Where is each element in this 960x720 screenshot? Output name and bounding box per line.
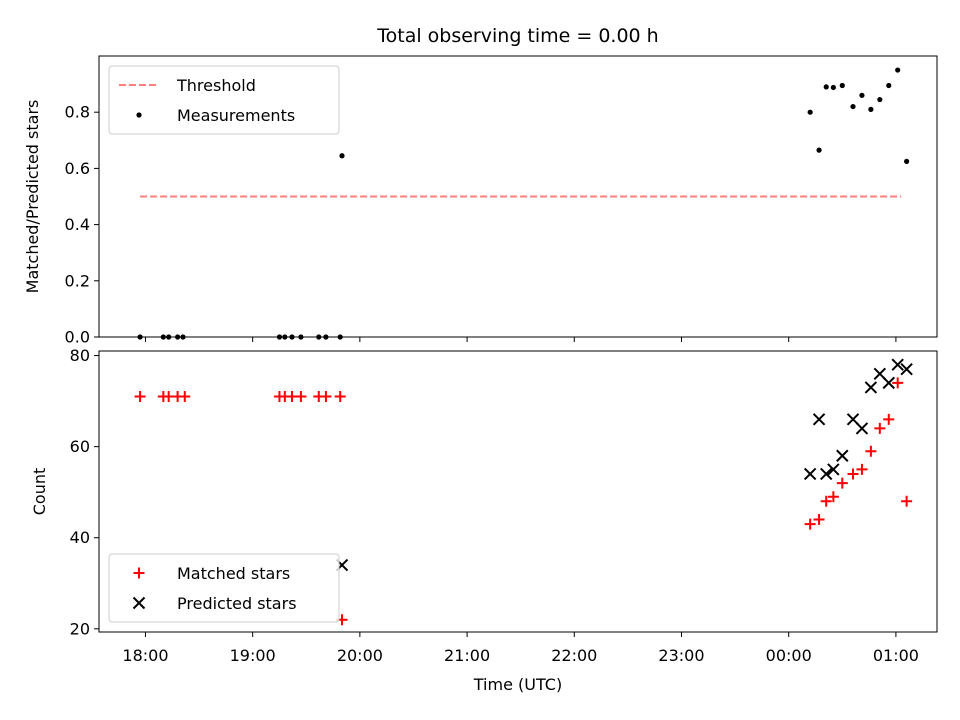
legend-label: Measurements — [177, 106, 295, 125]
data-point — [856, 463, 868, 475]
data-point — [847, 468, 859, 480]
y-axis-label-2: Count — [30, 468, 49, 516]
y-tick-label: 20 — [70, 619, 90, 638]
y-tick-label: 0.4 — [65, 215, 90, 234]
y-tick-label: 0.8 — [65, 103, 90, 122]
y-tick-label: 0.2 — [65, 271, 90, 290]
data-point — [827, 463, 840, 476]
legend-label: Matched stars — [177, 564, 290, 583]
legend-marker — [132, 596, 146, 610]
data-point — [886, 82, 892, 89]
y-tick-label: 0.0 — [65, 328, 90, 347]
x-tick-label: 00:00 — [766, 646, 812, 665]
chart-title: Total observing time = 0.00 h — [376, 25, 658, 47]
panels: Matched/Predicted stars 0.0 0.2 0.4 0.6 0.8 Th… — [23, 55, 938, 665]
data-point — [850, 103, 856, 110]
x-tick-label: 21:00 — [444, 646, 490, 665]
data-point — [827, 491, 839, 503]
data-point — [901, 495, 913, 507]
x-tick-label: 18:00 — [122, 646, 168, 665]
x-tick-label: 23:00 — [658, 646, 704, 665]
y-axis-label-1: Matched/Predicted stars — [23, 100, 42, 294]
y-tick-label: 60 — [70, 437, 90, 456]
x-tick-label: 22:00 — [551, 646, 597, 665]
data-point — [883, 413, 895, 425]
data-point — [859, 92, 865, 98]
data-point — [820, 467, 833, 481]
data-point — [134, 391, 146, 403]
data-point — [877, 96, 883, 103]
data-point — [803, 467, 817, 481]
y-tick-label: 80 — [70, 346, 90, 365]
data-point — [836, 449, 849, 462]
data-point — [804, 518, 816, 530]
series-predicted-stars — [335, 358, 913, 572]
data-point — [823, 84, 829, 90]
data-point — [904, 158, 910, 164]
data-point — [836, 477, 848, 489]
legend-1: Threshold Measurements — [108, 65, 340, 135]
data-point — [892, 377, 904, 389]
x-tick-label: 20:00 — [337, 646, 383, 665]
legend-2: Matched stars Predicted stars — [108, 553, 340, 623]
axes-frame — [98, 55, 938, 338]
data-point — [900, 363, 913, 376]
data-point — [874, 422, 886, 434]
y-tick-label: 0.6 — [65, 159, 90, 178]
data-point — [334, 391, 346, 403]
data-point — [855, 422, 869, 435]
data-point — [320, 391, 332, 403]
panel-1: Matched/Predicted stars 0.0 0.2 0.4 0.6 0.8 Th… — [23, 55, 938, 347]
series-matched-stars — [134, 377, 913, 626]
data-point — [882, 376, 895, 390]
data-point — [865, 445, 877, 457]
legend-box — [108, 553, 340, 623]
data-point — [820, 495, 832, 507]
legend-label: Threshold — [176, 76, 256, 95]
data-point — [812, 413, 826, 426]
data-point — [813, 514, 825, 526]
legend-label: Predicted stars — [177, 594, 297, 613]
data-point — [868, 106, 874, 112]
data-point — [864, 381, 878, 394]
data-point — [807, 109, 813, 115]
data-point — [830, 84, 836, 91]
data-point — [816, 147, 822, 153]
x-tick-label: 19:00 — [230, 646, 276, 665]
data-point — [179, 391, 191, 403]
data-point — [891, 358, 904, 371]
legend-marker — [136, 112, 142, 118]
x-axis-label: Time (UTC) — [473, 675, 562, 694]
panel-2: Count 20 40 60 80 18:00 19:00 20:00 21:00 22:00 23… — [30, 346, 938, 665]
y-tick-label: 40 — [70, 528, 90, 547]
x-tick-label: 01:00 — [873, 646, 919, 665]
data-point — [295, 391, 307, 403]
data-point — [339, 153, 345, 159]
data-point — [839, 82, 845, 89]
data-point — [895, 67, 901, 73]
legend-marker — [133, 567, 145, 579]
legend-box — [108, 65, 340, 135]
axes-frame — [98, 350, 938, 633]
